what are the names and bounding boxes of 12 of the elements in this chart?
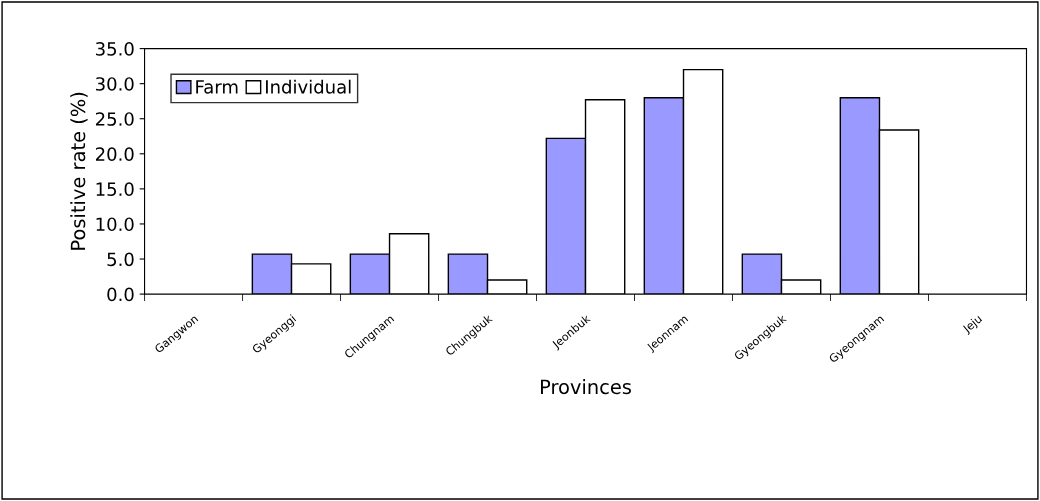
y-tick-label: 25.0 (95, 112, 134, 126)
y-tick-label: 30.0 (96, 77, 134, 91)
y-tick-label: 35.0 (96, 42, 134, 56)
legend-label: Farm (196, 80, 238, 94)
y-tick-label: 15.0 (96, 182, 134, 196)
y-tick-label: 20.0 (95, 147, 134, 161)
x-axis-title: Provinces (541, 379, 631, 395)
y-tick-label: 5.0 (107, 252, 134, 267)
legend-label: Individual (266, 79, 351, 94)
y-tick-label: 10.0 (96, 217, 134, 232)
y-axis-title: Positive rate (%) (70, 92, 88, 250)
y-tick-label: 0.0 (107, 287, 134, 302)
